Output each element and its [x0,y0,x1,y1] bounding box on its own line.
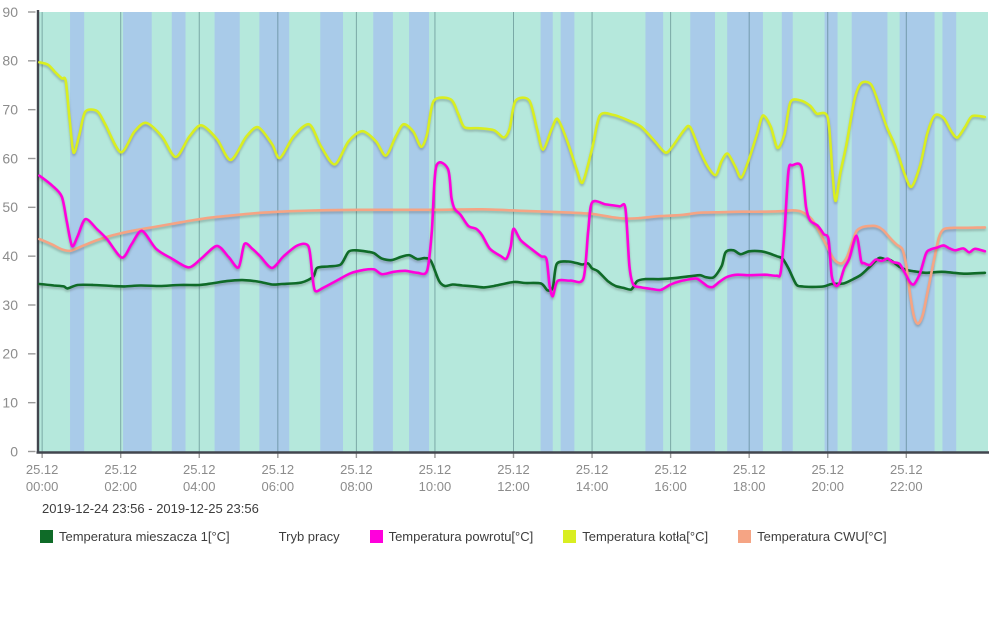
legend-item-powrotu: Temperatura powrotu[°C] [369,529,534,544]
legend-item-mieszacza: Temperatura mieszacza 1[°C] [40,529,230,544]
x-tick-time: 14:00 [576,479,609,494]
y-tick-label: 60 [2,150,18,166]
x-tick-date: 25.12 [654,462,687,477]
legend-swatch-powrotu [369,530,383,543]
work-mode-band [320,12,344,452]
legend-label-cwu: Temperatura CWU[°C] [757,529,887,544]
legend-swatch-mieszacza [40,530,53,543]
legend-item-cwu: Temperatura CWU[°C] [738,529,887,544]
temperature-chart-svg[interactable]: 0 10 20 30 40 50 60 70 80 90 25.12 00:00 25.12 02:00 2… [0,0,1000,497]
x-tick-date: 25.12 [340,462,373,477]
work-mode-band [373,12,393,452]
x-tick-date: 25.12 [890,462,923,477]
y-tick-label: 40 [2,248,18,264]
x-tick-time: 18:00 [733,479,766,494]
y-tick-label: 90 [2,4,18,20]
work-mode-band [70,12,85,452]
x-tick-date: 25.12 [26,462,59,477]
work-mode-band [259,12,290,452]
x-tick-time: 02:00 [104,479,137,494]
y-tick-label: 70 [2,102,18,118]
work-mode-band [690,12,716,452]
x-tick-time: 20:00 [811,479,844,494]
chart-legend: Temperatura mieszacza 1[°C] Tryb pracy T… [40,529,1000,544]
y-tick-label: 10 [2,395,18,411]
work-mode-band [560,12,575,452]
legend-label-mieszacza: Temperatura mieszacza 1[°C] [59,529,230,544]
x-tick-date: 25.12 [183,462,216,477]
x-tick-time: 16:00 [654,479,687,494]
legend-swatch-kotla [563,530,577,543]
x-tick-date: 25.12 [811,462,844,477]
legend-swatch-tryb-pracy [260,530,273,543]
legend-label-tryb-pracy: Tryb pracy [278,529,340,544]
legend-item-tryb-pracy: Tryb pracy [260,529,340,544]
y-tick-label: 50 [2,199,18,215]
y-tick-label: 20 [2,346,18,362]
x-tick-time: 08:00 [340,479,373,494]
x-tick-date: 25.12 [104,462,137,477]
series-mieszacza [38,248,987,292]
x-tick-date: 25.12 [262,462,295,477]
x-tick-time: 00:00 [26,479,59,494]
work-mode-band [824,12,838,452]
x-tick-time: 06:00 [262,479,295,494]
y-tick-label: 30 [2,297,18,313]
legend-label-kotla: Temperatura kotła[°C] [582,529,709,544]
work-mode-band [540,12,553,452]
x-tick-date: 25.12 [419,462,452,477]
work-mode-band [214,12,240,452]
legend-label-powrotu: Temperatura powrotu[°C] [388,529,534,544]
y-tick-label: 0 [10,443,18,459]
legend-item-kotla: Temperatura kotła[°C] [563,529,708,544]
x-tick-date: 25.12 [733,462,766,477]
work-mode-band [409,12,430,452]
work-mode-band [727,12,763,452]
y-tick-label: 80 [2,53,18,69]
x-tick-time: 10:00 [419,479,452,494]
x-tick-time: 22:00 [890,479,923,494]
series-kotla [38,61,987,203]
work-mode-band [781,12,793,452]
x-tick-time: 12:00 [497,479,530,494]
work-mode-band [942,12,957,452]
x-tick-date: 25.12 [497,462,530,477]
date-range-label: 2019-12-24 23:56 - 2019-12-25 23:56 [42,501,259,516]
x-tick-date: 25.12 [576,462,609,477]
work-mode-band [171,12,186,452]
x-tick-time: 04:00 [183,479,216,494]
work-mode-band [645,12,664,452]
legend-swatch-cwu [738,530,752,543]
work-mode-band [899,12,935,452]
series-powrotu [38,161,987,298]
